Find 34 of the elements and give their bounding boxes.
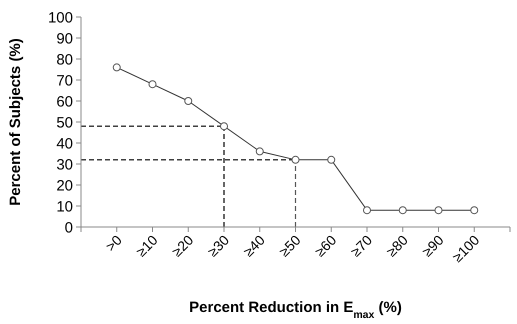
y-tick-label: 0 [64, 219, 73, 236]
x-tick-label: ≥30 [204, 232, 232, 260]
x-tick-label: >0 [102, 232, 126, 254]
point [220, 122, 228, 130]
y-tick-label: 60 [56, 93, 73, 110]
y-tick-label: 20 [56, 177, 73, 194]
y-tick-label: 80 [56, 51, 73, 68]
x-tick-label: ≥70 [347, 232, 376, 260]
x-tick-label: ≥60 [312, 232, 340, 260]
y-axis-title: Percent of Subjects (%) [7, 38, 24, 206]
point [256, 147, 264, 156]
y-tick-label: 40 [56, 135, 73, 152]
point [398, 206, 407, 214]
point [470, 206, 478, 214]
y-tick-label: 100 [48, 9, 73, 26]
point [148, 80, 156, 88]
y-tick-label: 50 [56, 114, 73, 132]
x-axis-title: Percent Reduction in E$_{max}$ (%) [189, 299, 402, 321]
point [363, 206, 371, 214]
y-tick-label: 70 [56, 72, 73, 90]
point [292, 156, 300, 164]
y-tick-label: 90 [56, 30, 73, 48]
x-tick-label: ≥50 [276, 232, 304, 260]
y-tick-label: 10 [56, 198, 73, 216]
x-tick-label: ≥80 [383, 232, 412, 260]
x-tick-label: ≥10 [132, 232, 161, 260]
point [184, 97, 192, 105]
y-tick-label: 30 [56, 156, 73, 174]
point [112, 63, 121, 72]
x-tick-label: ≥90 [418, 232, 447, 260]
x-tick-label: ≥40 [240, 232, 268, 260]
x-tick-label: ≥20 [168, 232, 197, 260]
point [327, 156, 336, 164]
point [434, 206, 442, 214]
